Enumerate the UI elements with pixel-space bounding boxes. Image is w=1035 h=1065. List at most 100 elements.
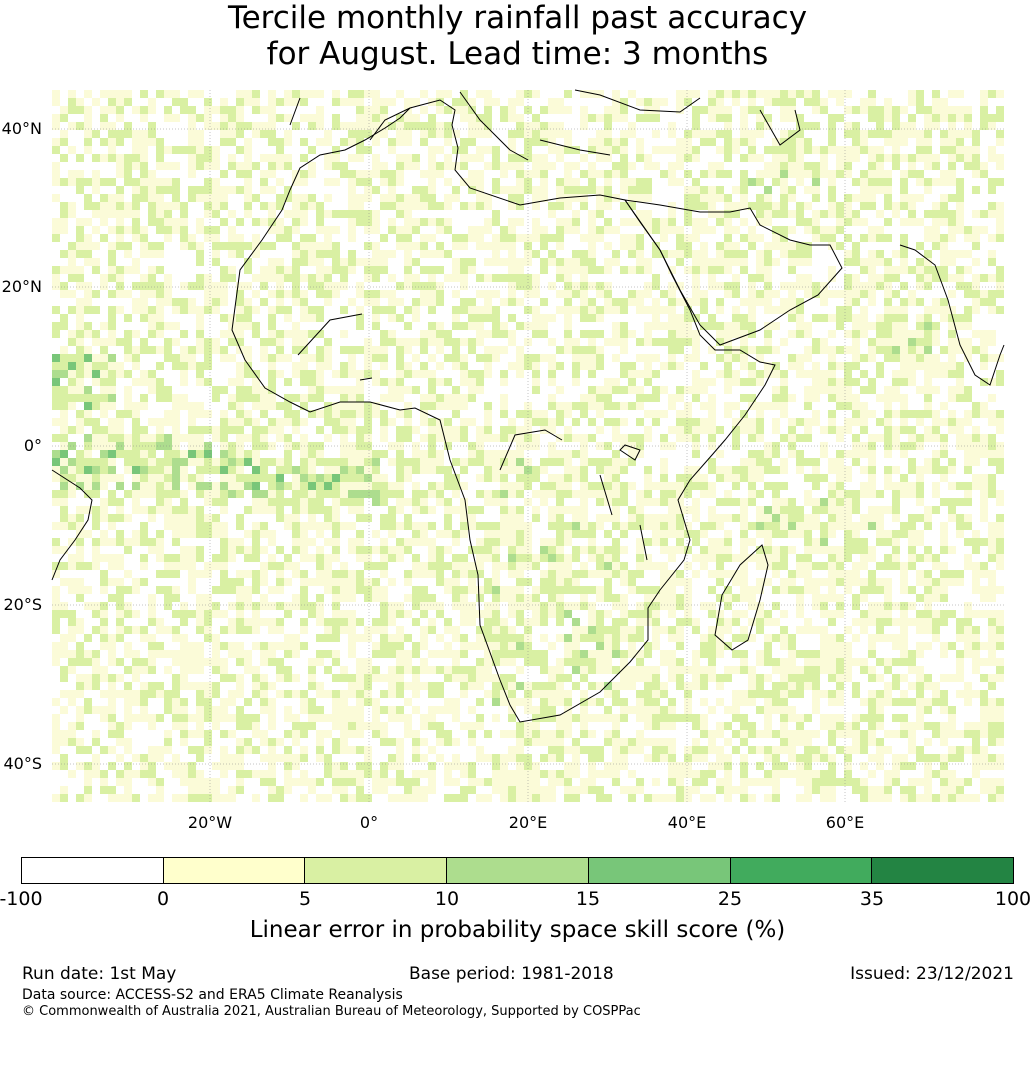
skill-cell	[564, 394, 572, 402]
skill-cell	[284, 322, 292, 330]
skill-cell	[828, 218, 836, 226]
skill-cell	[564, 354, 572, 362]
skill-cell	[348, 434, 356, 442]
skill-cell	[76, 594, 84, 602]
skill-cell	[916, 170, 924, 178]
skill-cell	[524, 466, 532, 474]
skill-cell	[596, 530, 604, 538]
skill-cell	[588, 186, 596, 194]
skill-cell	[508, 154, 516, 162]
skill-cell	[316, 186, 324, 194]
skill-cell	[556, 410, 564, 418]
skill-cell	[940, 162, 948, 170]
skill-cell	[580, 554, 588, 562]
skill-cell	[52, 562, 60, 570]
skill-cell	[964, 530, 972, 538]
skill-cell	[572, 346, 580, 354]
skill-cell	[716, 434, 724, 442]
skill-cell	[940, 330, 948, 338]
skill-cell	[828, 554, 836, 562]
skill-cell	[60, 506, 68, 514]
skill-cell	[228, 498, 236, 506]
skill-cell	[604, 322, 612, 330]
skill-cell	[220, 386, 228, 394]
skill-cell	[116, 178, 124, 186]
skill-cell	[612, 274, 620, 282]
skill-cell	[516, 154, 524, 162]
skill-cell	[796, 218, 804, 226]
skill-cell	[732, 250, 740, 258]
skill-cell	[292, 130, 300, 138]
skill-cell	[220, 434, 228, 442]
skill-cell	[220, 226, 228, 234]
skill-cell	[476, 210, 484, 218]
skill-cell	[676, 338, 684, 346]
skill-cell	[900, 98, 908, 106]
skill-cell	[724, 250, 732, 258]
skill-cell	[132, 242, 140, 250]
skill-cell	[116, 602, 124, 610]
skill-cell	[108, 218, 116, 226]
skill-cell	[548, 466, 556, 474]
skill-cell	[380, 146, 388, 154]
skill-cell	[604, 314, 612, 322]
skill-cell	[884, 146, 892, 154]
skill-cell	[860, 386, 868, 394]
skill-cell	[892, 154, 900, 162]
skill-cell	[764, 114, 772, 122]
skill-cell	[452, 250, 460, 258]
skill-cell	[292, 466, 300, 474]
skill-cell	[380, 482, 388, 490]
skill-cell	[332, 530, 340, 538]
skill-cell	[980, 306, 988, 314]
skill-cell	[396, 250, 404, 258]
skill-cell	[228, 138, 236, 146]
skill-cell	[228, 338, 236, 346]
skill-cell	[676, 258, 684, 266]
skill-cell	[244, 370, 252, 378]
skill-cell	[860, 242, 868, 250]
skill-cell	[524, 202, 532, 210]
skill-cell	[644, 314, 652, 322]
skill-cell	[172, 450, 180, 458]
skill-cell	[156, 98, 164, 106]
skill-cell	[668, 90, 676, 98]
skill-cell	[60, 338, 68, 346]
skill-cell	[916, 586, 924, 594]
skill-cell	[580, 610, 588, 618]
skill-cell	[236, 602, 244, 610]
skill-cell	[308, 482, 316, 490]
skill-cell	[980, 426, 988, 434]
skill-cell	[812, 346, 820, 354]
skill-cell	[868, 330, 876, 338]
skill-cell	[700, 314, 708, 322]
skill-cell	[972, 138, 980, 146]
skill-cell	[868, 466, 876, 474]
skill-cell	[764, 522, 772, 530]
skill-cell	[652, 346, 660, 354]
skill-cell	[988, 498, 996, 506]
skill-cell	[988, 314, 996, 322]
skill-cell	[276, 474, 284, 482]
skill-cell	[156, 106, 164, 114]
skill-cell	[188, 490, 196, 498]
skill-cell	[364, 570, 372, 578]
skill-cell	[724, 138, 732, 146]
skill-cell	[468, 146, 476, 154]
skill-cell	[716, 402, 724, 410]
skill-cell	[412, 546, 420, 554]
skill-cell	[916, 290, 924, 298]
skill-cell	[340, 290, 348, 298]
skill-cell	[612, 410, 620, 418]
skill-cell	[60, 146, 68, 154]
skill-cell	[124, 314, 132, 322]
skill-cell	[604, 458, 612, 466]
skill-cell	[788, 426, 796, 434]
skill-cell	[692, 178, 700, 186]
skill-cell	[924, 522, 932, 530]
skill-cell	[924, 450, 932, 458]
skill-cell	[740, 482, 748, 490]
skill-cell	[252, 354, 260, 362]
skill-cell	[892, 346, 900, 354]
skill-cell	[268, 242, 276, 250]
